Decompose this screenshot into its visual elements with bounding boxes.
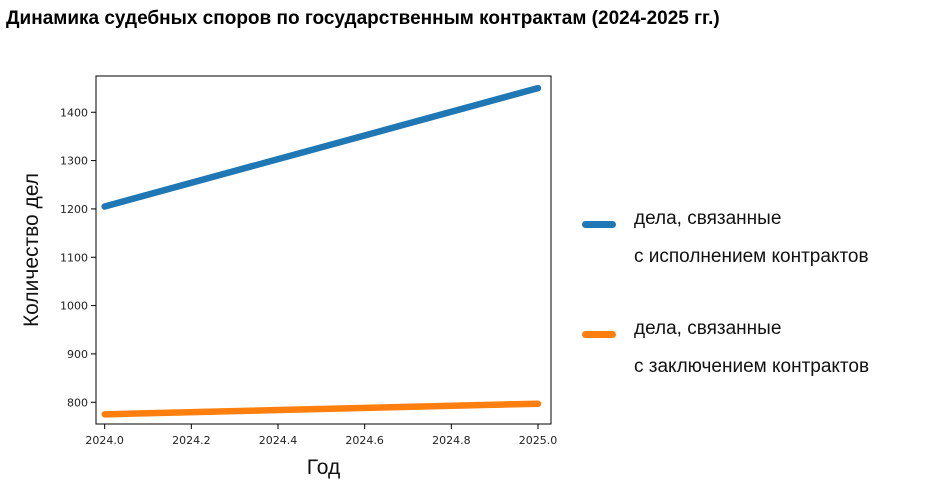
x-tick-label: 2024.0 bbox=[85, 434, 124, 447]
legend-label-line1: дела, связанные bbox=[634, 318, 782, 339]
y-tick-label: 1100 bbox=[60, 251, 88, 264]
legend-label: дела, связанные с заключением контрактов bbox=[634, 310, 869, 386]
x-tick-label: 2024.2 bbox=[172, 434, 211, 447]
x-tick-label: 2024.4 bbox=[259, 434, 298, 447]
legend-item-conclusion: дела, связанные с заключением контрактов bbox=[578, 310, 928, 420]
x-axis-label: Год bbox=[307, 456, 340, 479]
y-tick-label: 800 bbox=[67, 396, 88, 409]
chart-title: Динамика судебных споров по государствен… bbox=[6, 8, 720, 29]
legend-swatch-orange bbox=[582, 331, 616, 338]
legend-label: дела, связанные с исполнением контрактов bbox=[634, 200, 869, 276]
legend-label-line2: с исполнением контрактов bbox=[634, 246, 869, 267]
x-tick-label: 2025.0 bbox=[519, 434, 558, 447]
series-line-1 bbox=[101, 400, 542, 418]
legend-item-execution: дела, связанные с исполнением контрактов bbox=[578, 200, 928, 310]
series-line-0 bbox=[101, 84, 542, 210]
y-axis-label: Количество дел bbox=[20, 173, 43, 327]
y-tick-label: 1000 bbox=[60, 300, 88, 313]
x-tick-label: 2024.8 bbox=[432, 434, 471, 447]
x-tick-label: 2024.6 bbox=[345, 434, 384, 447]
y-axis-ticks: 800 900 1000 1100 1200 1300 1400 bbox=[60, 106, 96, 409]
legend-label-line2: с заключением контрактов bbox=[634, 356, 870, 377]
y-tick-label: 1300 bbox=[60, 155, 88, 168]
series-lines bbox=[101, 84, 542, 418]
x-axis-ticks: 2024.0 2024.2 2024.4 2024.6 2024.8 2025.0 bbox=[85, 424, 557, 447]
plot-frame bbox=[95, 75, 552, 425]
legend-swatch-blue bbox=[582, 221, 616, 228]
y-tick-label: 1200 bbox=[60, 203, 88, 216]
y-tick-label: 900 bbox=[67, 348, 88, 361]
y-tick-label: 1400 bbox=[60, 106, 88, 119]
legend-label-line1: дела, связанные bbox=[634, 208, 782, 229]
legend: дела, связанные с исполнением контрактов… bbox=[578, 200, 928, 420]
